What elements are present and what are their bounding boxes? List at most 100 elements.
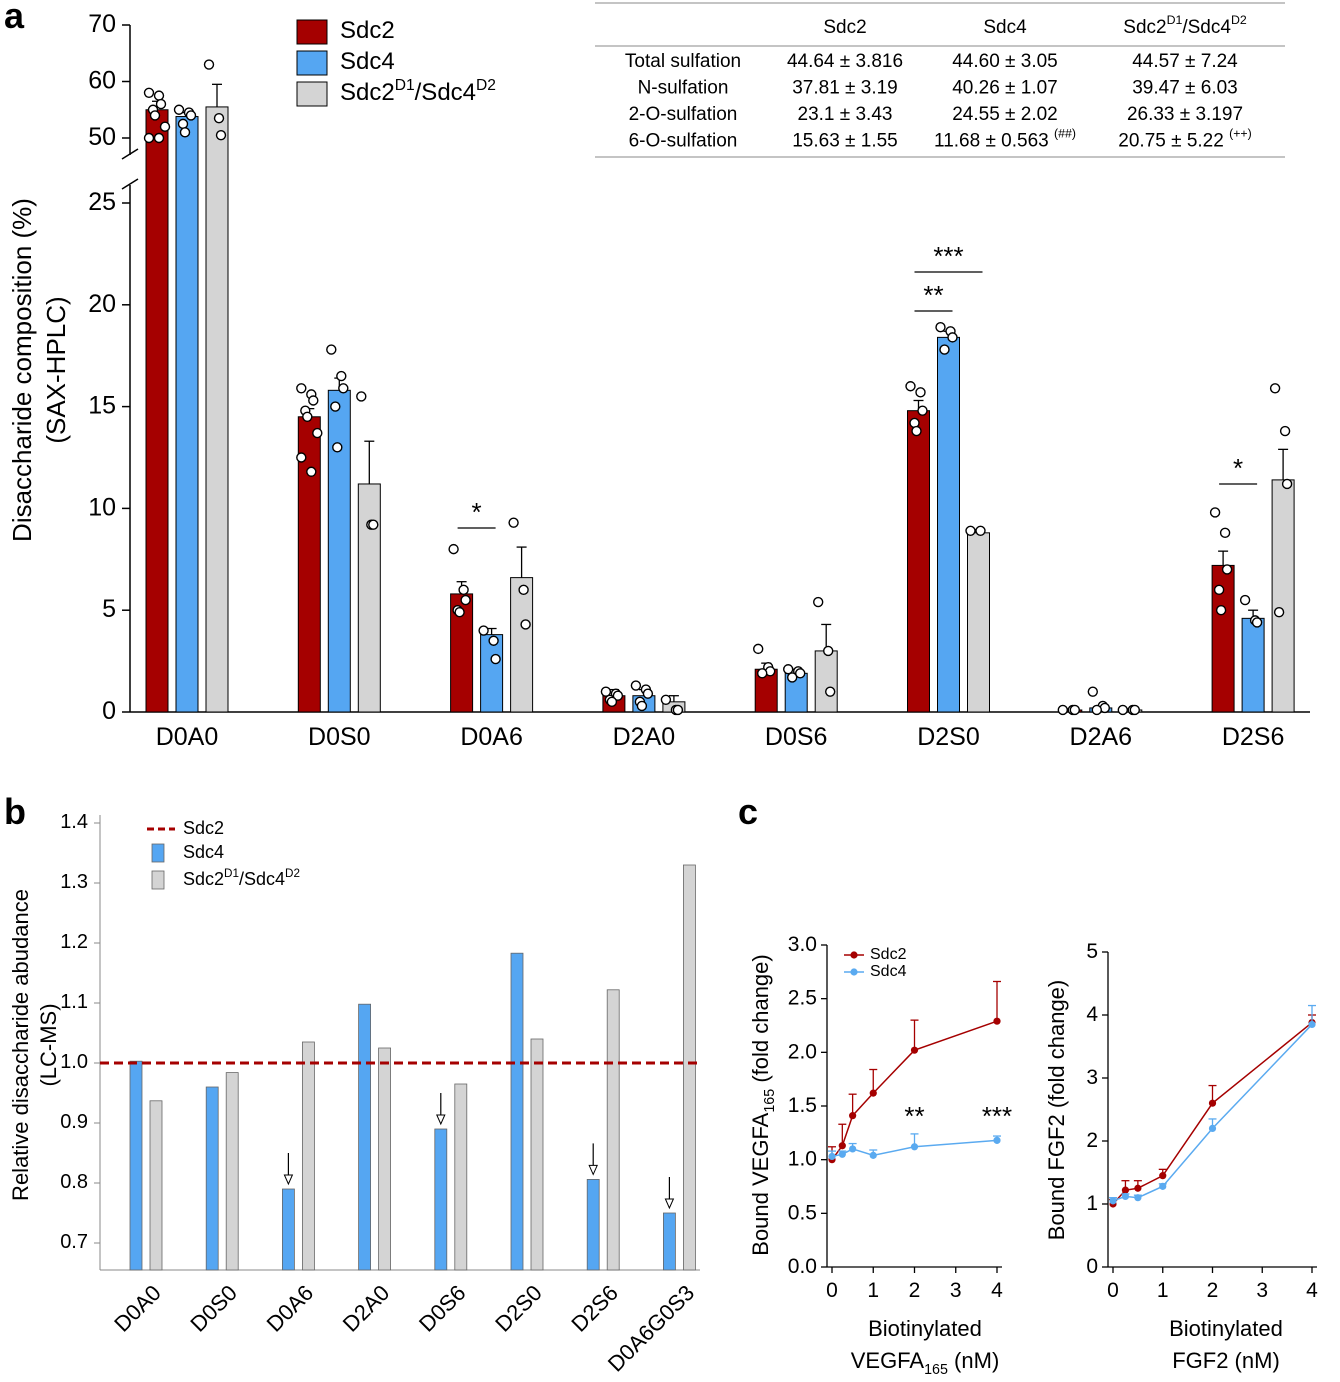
table-header: Sdc2D1/Sdc4D2 — [1123, 13, 1247, 38]
panel-letter: c — [738, 791, 758, 832]
data-point — [368, 519, 379, 530]
series-line — [1112, 1021, 1313, 1205]
bar — [663, 1212, 676, 1271]
legend-label: Sdc2 — [870, 946, 907, 963]
bar — [1241, 617, 1265, 713]
data-point — [302, 411, 313, 422]
data-point — [838, 1150, 846, 1158]
axis-break — [121, 148, 139, 160]
data-point — [458, 584, 469, 596]
table-cell: 39.47 ± 6.03 — [1132, 78, 1238, 99]
data-point — [1279, 425, 1291, 437]
x-tick-label: 1 — [867, 1279, 879, 1302]
x-tick-label: D0A6 — [460, 723, 523, 751]
y-axis-title: (LC-MS) — [36, 1003, 61, 1086]
data-point — [1239, 594, 1251, 606]
y-tick-label: 4 — [1086, 1003, 1098, 1026]
table-cell: 26.33 ± 3.197 — [1127, 104, 1243, 125]
x-tick-label: D2S6 — [1222, 723, 1285, 751]
significance-label: ** — [923, 280, 943, 310]
data-point — [993, 1017, 1001, 1025]
y-tick-label: 3.0 — [788, 933, 817, 956]
data-point — [1134, 1184, 1142, 1192]
significance-label: ** — [904, 1101, 924, 1131]
data-point — [478, 625, 489, 636]
table-cell: 40.26 ± 1.07 — [952, 78, 1058, 99]
data-point — [965, 525, 976, 536]
y-tick-label: 0.7 — [60, 1231, 88, 1253]
data-point — [1251, 617, 1263, 628]
axis-break — [121, 178, 139, 190]
x-axis-title: Biotinylated — [868, 1316, 982, 1341]
data-point — [915, 387, 926, 398]
data-point — [330, 401, 341, 412]
data-point — [185, 110, 197, 121]
series-line — [1112, 1023, 1313, 1202]
data-point — [905, 381, 916, 392]
data-point — [993, 1136, 1001, 1144]
data-point — [155, 98, 167, 110]
data-point — [869, 1151, 877, 1159]
y-tick-label: 60 — [88, 66, 116, 94]
x-tick-label: 0 — [1107, 1279, 1119, 1302]
data-point — [159, 121, 171, 132]
x-axis-title: VEGFA165 (nM) — [851, 1348, 1000, 1378]
x-tick-label: D2S6 — [566, 1280, 623, 1337]
data-point — [1269, 383, 1281, 394]
data-point — [312, 427, 323, 439]
bar — [683, 864, 696, 1271]
data-point — [179, 127, 191, 138]
legend-label: Sdc2 — [183, 818, 224, 838]
data-point — [518, 584, 529, 596]
data-point — [917, 405, 928, 416]
table-header: Sdc4 — [983, 17, 1027, 38]
x-tick-label: 1 — [1157, 1279, 1169, 1302]
data-point — [306, 466, 317, 477]
legend-label: Sdc4 — [870, 963, 907, 980]
bar — [510, 577, 534, 713]
bar — [145, 109, 169, 713]
data-point — [869, 1089, 877, 1097]
data-point — [849, 1145, 857, 1153]
y-tick-label: 2.0 — [788, 1040, 817, 1063]
bar — [327, 389, 351, 713]
table-cell: 23.1 ± 3.43 — [798, 104, 893, 125]
y-axis-title: Bound VEGFA165 (fold change) — [748, 954, 778, 1255]
bar — [225, 1072, 239, 1271]
legend-label: Sdc2D1/Sdc4D2 — [340, 77, 496, 107]
data-point — [143, 87, 155, 99]
data-point — [308, 395, 319, 406]
data-point — [783, 664, 794, 675]
data-point — [153, 132, 165, 144]
x-tick-label: 0 — [826, 1279, 838, 1302]
x-tick-label: D0S6 — [414, 1280, 471, 1337]
data-point — [757, 668, 768, 679]
table-cell: 37.81 ± 3.19 — [792, 78, 898, 99]
bar — [937, 336, 960, 713]
legend-label: Sdc2D1/Sdc4D2 — [183, 867, 300, 889]
data-point — [1209, 507, 1221, 518]
legend-swatch — [151, 870, 165, 890]
data-point — [1281, 478, 1293, 490]
significance-label: * — [1233, 453, 1243, 483]
data-point — [1134, 1194, 1142, 1202]
x-tick-label: D0A6 — [261, 1280, 318, 1337]
y-tick-label: 0.0 — [788, 1255, 817, 1278]
y-tick-label: 1 — [1086, 1192, 1098, 1215]
x-tick-label: D2S0 — [917, 723, 980, 751]
data-point — [672, 704, 684, 716]
data-point — [1221, 564, 1233, 575]
data-point — [753, 643, 764, 655]
bar — [454, 1083, 468, 1271]
bar — [434, 1128, 448, 1271]
arrow-head — [283, 1174, 294, 1186]
data-point — [203, 59, 215, 70]
bar — [301, 1041, 315, 1271]
bar — [480, 634, 504, 713]
x-tick-label: 3 — [950, 1279, 962, 1302]
y-tick-label: 50 — [88, 123, 116, 151]
data-point — [1308, 1020, 1316, 1029]
data-point — [911, 425, 922, 437]
y-tick-label: 3 — [1086, 1066, 1098, 1089]
